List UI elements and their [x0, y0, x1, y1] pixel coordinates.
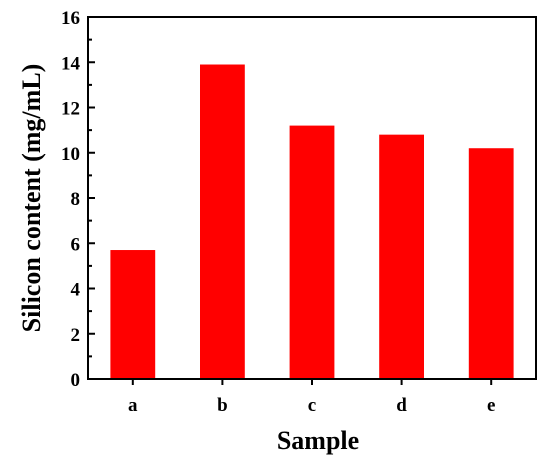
y-tick-label: 8 [71, 189, 81, 210]
bar-c [289, 125, 335, 379]
x-axis-title: Sample [277, 426, 359, 455]
y-axis-title: Silicon content (mg/mL) [17, 64, 46, 333]
x-tick-labels: a b c d e [128, 395, 495, 416]
x-tick-label: d [396, 395, 407, 416]
x-tick-label: e [487, 395, 495, 416]
bar-b [200, 64, 245, 379]
y-tick-label: 14 [61, 53, 81, 74]
x-tick-label: b [217, 395, 228, 416]
y-tick-label: 16 [61, 8, 80, 29]
bars-group [110, 64, 514, 379]
bar-d [379, 134, 424, 379]
y-tick-label: 2 [71, 325, 81, 346]
axes-group [87, 16, 537, 385]
y-tick-labels: 0 2 4 6 8 10 12 14 16 [61, 8, 81, 391]
y-tick-label: 10 [61, 144, 80, 165]
y-tick-label: 6 [71, 234, 81, 255]
bar-e [468, 148, 514, 379]
x-tick-label: c [308, 395, 316, 416]
y-tick-label: 0 [71, 370, 81, 391]
x-tick-label: a [128, 395, 138, 416]
y-tick-label: 12 [61, 99, 80, 120]
bar-a [110, 250, 156, 379]
y-tick-label: 4 [71, 280, 81, 301]
